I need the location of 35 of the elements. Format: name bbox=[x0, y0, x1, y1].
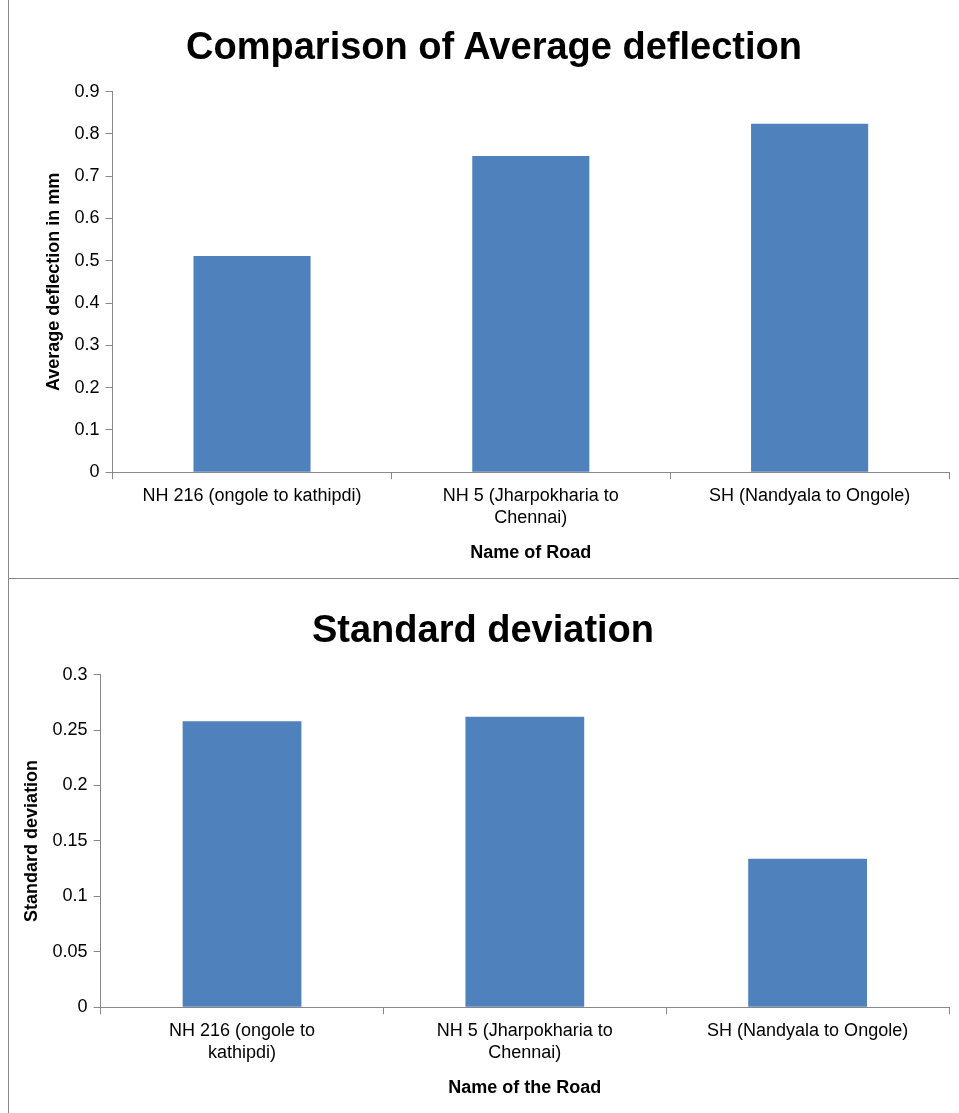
y-tick-label: 0.9 bbox=[74, 80, 100, 101]
x-tick-label: NH 5 (Jharpokharia to Chennai) bbox=[436, 1019, 613, 1062]
y-tick-label: 0.3 bbox=[62, 663, 88, 684]
chart-title: Standard deviation bbox=[311, 608, 655, 651]
y-tick-label: 0.1 bbox=[74, 418, 100, 439]
y-tick-label: 0.8 bbox=[74, 122, 100, 143]
y-tick-label: 0.25 bbox=[52, 719, 88, 739]
y-tick-label: 0.4 bbox=[74, 292, 100, 313]
y-tick-label: 0 bbox=[77, 996, 88, 1017]
y-tick-label: 0 bbox=[89, 461, 100, 482]
y-tick-label: 0.3 bbox=[74, 334, 100, 355]
chart-title: Comparison of Average deflection bbox=[186, 25, 802, 68]
y-tick-label: 0.6 bbox=[74, 207, 100, 228]
y-axis-title: Average deflection in mm bbox=[42, 172, 63, 392]
bar bbox=[748, 858, 867, 1007]
bar bbox=[193, 256, 311, 472]
x-tick-label: NH 216 (ongole to kathipdi) bbox=[168, 1019, 316, 1062]
y-tick-label: 0.7 bbox=[74, 165, 100, 186]
x-tick-label: SH (Nandyala to Ongole) bbox=[709, 484, 911, 505]
x-tick-label: NH 216 (ongole to kathipdi) bbox=[142, 484, 362, 505]
y-tick-label: 0.15 bbox=[52, 829, 88, 850]
bar bbox=[465, 716, 585, 1007]
y-tick-label: 0.5 bbox=[74, 249, 100, 270]
x-axis-title: Name of Road bbox=[470, 542, 592, 563]
bar bbox=[472, 155, 590, 472]
x-tick-label: NH 5 (Jharpokharia to Chennai) bbox=[442, 484, 619, 527]
x-axis-title: Name of the Road bbox=[448, 1077, 602, 1098]
y-tick-label: 0.05 bbox=[52, 940, 88, 961]
y-axis-title: Standard deviation bbox=[20, 759, 41, 922]
y-tick-label: 0.2 bbox=[74, 376, 100, 397]
x-tick-label: SH (Nandyala to Ongole) bbox=[707, 1019, 909, 1040]
bar bbox=[182, 721, 302, 1007]
y-tick-label: 0.2 bbox=[62, 774, 88, 795]
y-tick-label: 0.1 bbox=[62, 885, 88, 906]
bar bbox=[751, 123, 869, 472]
